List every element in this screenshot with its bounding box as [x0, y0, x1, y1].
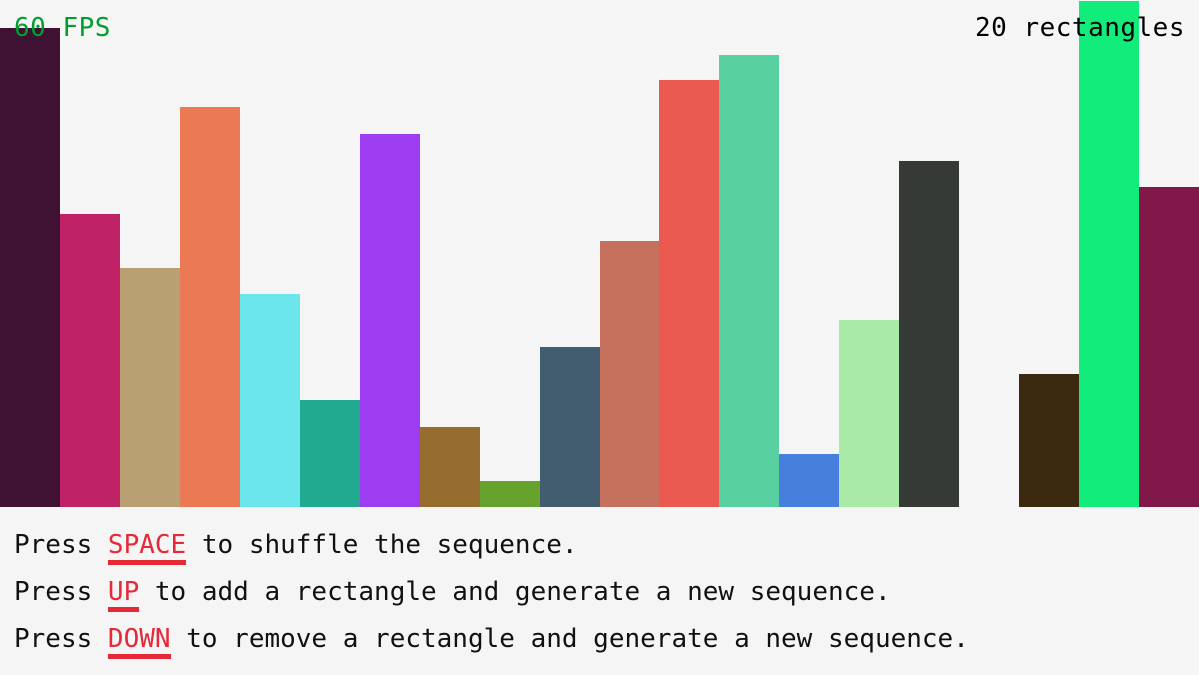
key-space: SPACE: [107, 530, 187, 565]
rectangle-bar: [119, 268, 180, 507]
instruction-prefix: Press: [14, 624, 108, 654]
rectangle-bar: [239, 294, 300, 507]
rectangle-bar: [719, 55, 780, 507]
instruction-suffix: to remove a rectangle and generate a new…: [170, 624, 969, 654]
rectangle-bar: [1079, 1, 1140, 507]
rectangle-bar: [299, 400, 360, 507]
instruction-remove: Press DOWN to remove a rectangle and gen…: [14, 624, 969, 659]
fps-counter: 60 FPS: [14, 13, 111, 43]
instruction-suffix: to shuffle the sequence.: [186, 530, 578, 560]
rectangles-sequence: [0, 1, 1199, 507]
rectangle-bar: [179, 107, 240, 507]
key-up: UP: [107, 577, 140, 612]
rectangle-bar: [779, 454, 840, 507]
rectangle-bar: [659, 80, 720, 507]
rectangle-bar: [479, 481, 540, 507]
instruction-add: Press UP to add a rectangle and generate…: [14, 577, 891, 612]
rectangle-bar: [359, 134, 420, 507]
instruction-shuffle: Press SPACE to shuffle the sequence.: [14, 530, 578, 565]
instruction-suffix: to add a rectangle and generate a new se…: [139, 577, 891, 607]
rectangle-bar: [419, 427, 480, 507]
rectangle-bar: [839, 320, 900, 507]
rectangle-bar: [59, 214, 120, 507]
key-down: DOWN: [107, 624, 171, 659]
rectangle-bar: [0, 28, 60, 507]
rectangle-bar: [599, 241, 660, 507]
rectangle-bar: [899, 161, 960, 507]
instruction-prefix: Press: [14, 577, 108, 607]
rectangle-count: 20 rectangles: [975, 13, 1185, 43]
instruction-prefix: Press: [14, 530, 108, 560]
rectangle-bar: [1139, 187, 1199, 507]
rectangle-bar: [539, 347, 600, 507]
rectangle-bar: [1019, 374, 1080, 507]
